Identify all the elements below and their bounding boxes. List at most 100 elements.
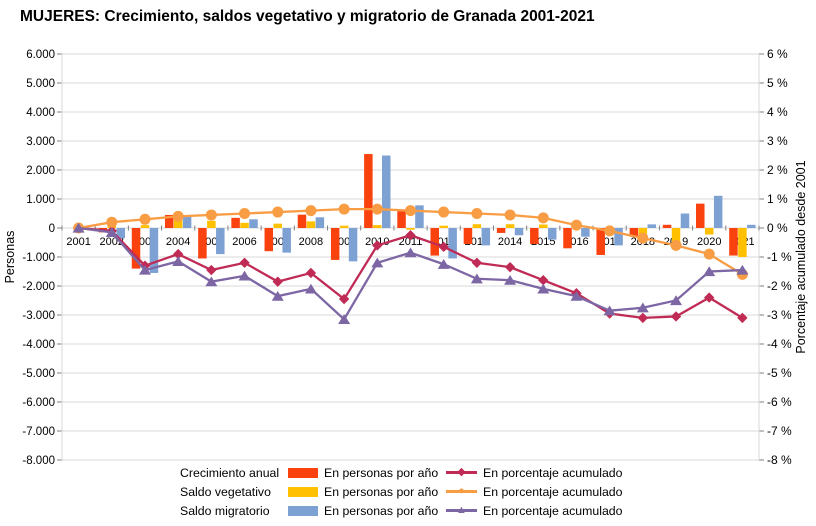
marker-crecimiento-anual-pct-2006 (239, 257, 250, 268)
bar-saldo-migratorio-2014 (514, 228, 524, 236)
marker-crecimiento-anual-pct-2015 (538, 275, 549, 286)
bar-saldo-migratorio-2017 (614, 228, 623, 246)
bar-saldo-migratorio-2015 (547, 228, 557, 240)
bar-crecimiento-anual-2017 (596, 228, 605, 255)
marker-crecimiento-anual-pct-2018 (637, 312, 649, 324)
chart-title: MUJERES: Crecimiento, saldos vegetativo … (20, 8, 595, 25)
bar-saldo-migratorio-2020 (713, 195, 723, 228)
bar-saldo-vegetativo-2004 (173, 220, 183, 228)
y-tick-label-left: 4.000 (26, 107, 55, 119)
marker-saldo-migratorio-pct-2018 (636, 302, 649, 313)
bar-crecimiento-anual-2006 (231, 217, 240, 228)
bar-saldo-vegetativo-2008 (306, 221, 316, 228)
marker-saldo-vegetativo-pct-2019 (670, 239, 682, 251)
bar-saldo-vegetativo-2015 (539, 224, 548, 228)
bar-saldo-vegetativo-2003 (140, 225, 150, 228)
bar-crecimiento-anual-2012 (430, 228, 439, 256)
x-tick-label: 2001 (66, 236, 90, 248)
bar-crecimiento-anual-2009 (330, 228, 340, 260)
legend-row-vegetativo: Saldo vegetativo En personas por año ● E… (180, 482, 622, 501)
marker-saldo-migratorio-pct-2021 (736, 264, 749, 275)
legend-series-name: Crecimiento anual (180, 465, 280, 480)
marker-saldo-vegetativo-pct-2008 (305, 205, 317, 217)
marker-saldo-migratorio-pct-2007 (271, 290, 284, 301)
marker-saldo-vegetativo-pct-2017 (604, 225, 616, 237)
bar-saldo-vegetativo-2010 (373, 225, 382, 228)
marker-saldo-migratorio-pct-2001 (72, 222, 85, 233)
y-tick-label-right: 2 % (767, 163, 788, 177)
y-tick-label-left: 0 (49, 223, 55, 235)
marker-saldo-vegetativo-pct-2020 (703, 248, 715, 260)
bar-saldo-vegetativo-2006 (240, 222, 249, 228)
y-tick-label-right: 5 % (767, 76, 788, 90)
marker-saldo-migratorio-pct-2020 (703, 266, 716, 277)
y-tick-label-left: 6.000 (26, 49, 55, 61)
triangle-marker-icon: ▲ (446, 504, 477, 515)
marker-crecimiento-anual-pct-2014 (504, 261, 516, 273)
y-tick-label-right: 1 % (767, 192, 788, 206)
bar-saldo-vegetativo-2007 (273, 223, 282, 228)
bar-crecimiento-anual-2013 (463, 228, 473, 244)
marker-saldo-migratorio-pct-2008 (304, 283, 317, 294)
marker-saldo-vegetativo-pct-2011 (405, 205, 416, 217)
marker-crecimiento-anual-pct-2008 (305, 267, 317, 279)
y-tick-label-right: -4 % (767, 337, 792, 351)
y-tick-label-left: -4.000 (22, 339, 55, 351)
marker-saldo-vegetativo-pct-2014 (504, 209, 516, 221)
bar-crecimiento-anual-2014 (496, 228, 506, 233)
y-tick-label-left: -3.000 (22, 310, 55, 322)
bar-saldo-vegetativo-2014 (505, 224, 515, 228)
bar-crecimiento-anual-2010 (364, 154, 373, 228)
y-tick-label-right: 4 % (767, 105, 788, 119)
marker-saldo-migratorio-pct-2016 (570, 290, 583, 301)
y-tick-label-right: 0 % (767, 221, 788, 235)
marker-saldo-migratorio-pct-2011 (404, 247, 417, 258)
bar-saldo-vegetativo-2011 (406, 228, 415, 230)
bar-saldo-migratorio-2002 (116, 228, 125, 239)
y-tick-label-left: 3.000 (26, 136, 55, 148)
marker-saldo-migratorio-pct-2004 (172, 256, 185, 266)
marker-crecimiento-anual-pct-2013 (471, 257, 483, 268)
bar-crecimiento-anual-2021 (729, 228, 738, 256)
bar-saldo-migratorio-2006 (249, 219, 258, 228)
marker-saldo-vegetativo-pct-2015 (537, 212, 549, 224)
marker-saldo-vegetativo-pct-2018 (637, 232, 649, 244)
legend-line-label: En porcentaje acumulado (483, 503, 623, 518)
x-tick-label: 2004 (166, 236, 190, 248)
x-tick-label: 2020 (697, 236, 721, 248)
bar-saldo-migratorio-2009 (348, 228, 358, 262)
bar-saldo-vegetativo-2021 (738, 228, 747, 257)
diamond-marker-icon: ◆ (446, 466, 477, 477)
marker-saldo-vegetativo-pct-2012 (438, 206, 450, 218)
y-tick-label-right: -3 % (767, 308, 792, 322)
legend-series-name: Saldo vegetativo (180, 484, 271, 499)
marker-saldo-migratorio-pct-2009 (338, 314, 351, 324)
bar-swatch-icon (288, 467, 318, 478)
y-tick-label-left: 2.000 (26, 165, 55, 177)
bar-saldo-migratorio-2010 (382, 155, 391, 228)
marker-crecimiento-anual-pct-2021 (737, 312, 748, 324)
marker-saldo-vegetativo-pct-2006 (239, 208, 251, 219)
bar-saldo-migratorio-2003 (149, 228, 159, 273)
marker-saldo-migratorio-pct-2010 (371, 257, 384, 268)
y-tick-label-right: -5 % (767, 366, 792, 380)
legend-row-migratorio: Saldo migratorio En personas por año ▲ E… (180, 501, 622, 520)
y-tick-label-left: -8.000 (22, 455, 55, 467)
y-tick-label-right: -8 % (767, 453, 792, 467)
marker-crecimiento-anual-pct-2020 (704, 292, 715, 303)
y-tick-label-right: -6 % (767, 395, 792, 409)
marker-saldo-vegetativo-pct-2016 (570, 219, 582, 231)
y-tick-label-right: -2 % (767, 279, 792, 293)
legend-series-name: Saldo migratorio (180, 503, 270, 518)
marker-crecimiento-anual-pct-2010 (372, 240, 383, 251)
marker-crecimiento-anual-pct-2009 (338, 293, 350, 305)
bar-crecimiento-anual-2019 (662, 224, 672, 228)
bar-saldo-migratorio-2005 (216, 228, 225, 255)
marker-saldo-vegetativo-pct-2002 (106, 216, 118, 228)
x-tick-label: 2006 (232, 236, 256, 248)
marker-crecimiento-anual-pct-2005 (206, 264, 217, 276)
marker-saldo-vegetativo-pct-2004 (172, 210, 184, 222)
legend-bar-label: En personas por año (324, 503, 439, 518)
x-tick-label: 2008 (299, 236, 323, 248)
bar-crecimiento-anual-2005 (198, 228, 207, 259)
